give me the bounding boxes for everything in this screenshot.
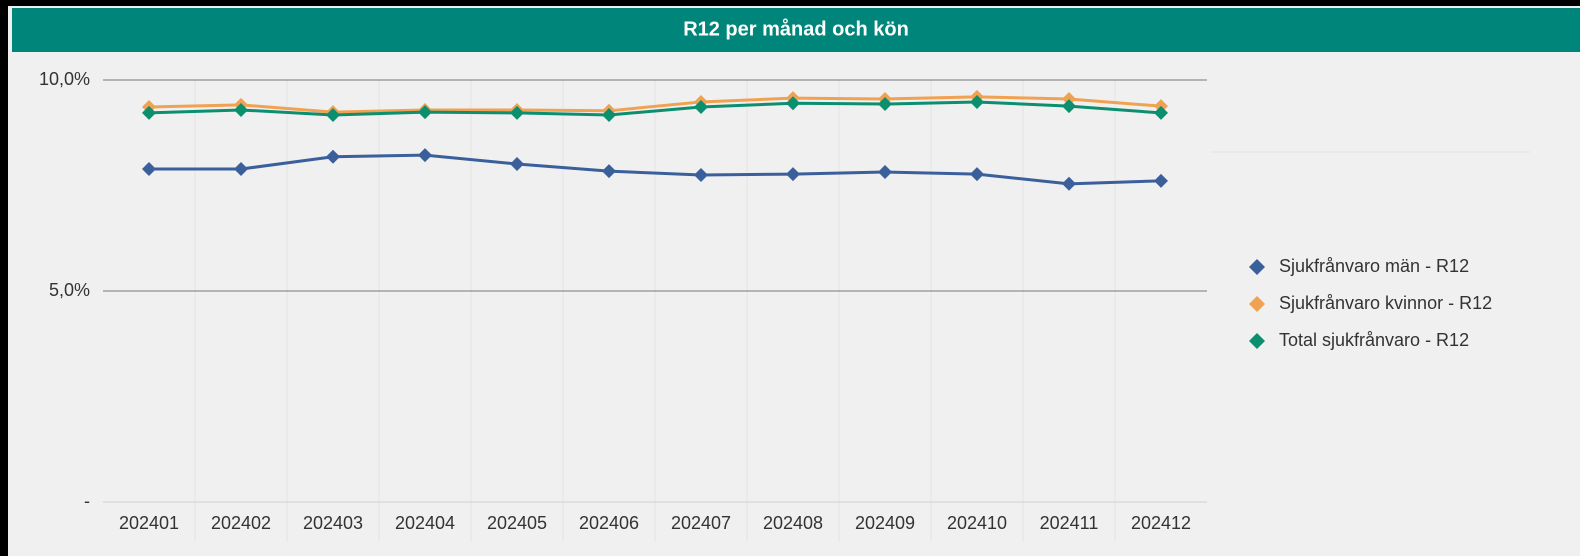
legend-marker <box>1249 296 1265 312</box>
x-tick-label: 202402 <box>211 513 271 533</box>
marker <box>786 167 800 182</box>
legend-marker <box>1249 259 1265 275</box>
x-tick-label: 202409 <box>855 513 915 533</box>
series-line <box>148 95 1162 114</box>
marker <box>694 100 708 115</box>
marker <box>326 149 340 164</box>
x-tick-label: 202406 <box>579 513 639 533</box>
y-tick-label: - <box>84 491 90 511</box>
x-tick-label: 202412 <box>1131 513 1191 533</box>
y-tick-label: 10,0% <box>39 69 90 89</box>
marker <box>234 162 248 177</box>
x-tick-label: 202411 <box>1040 513 1099 533</box>
marker <box>142 162 156 177</box>
x-tick-label: 202404 <box>395 513 455 533</box>
marker <box>970 94 984 109</box>
panel <box>8 6 1580 556</box>
y-tick-label: 5,0% <box>49 280 90 300</box>
x-tick-label: 202403 <box>303 513 363 533</box>
series-line <box>148 100 1162 117</box>
marker <box>142 105 156 120</box>
marker <box>510 156 524 171</box>
legend-label: Sjukfrånvaro män - R12 <box>1279 256 1469 276</box>
header-bar <box>12 8 1580 52</box>
x-tick-label: 202408 <box>763 513 823 533</box>
legend-label: Total sjukfrånvaro - R12 <box>1279 330 1469 350</box>
marker <box>1062 99 1076 114</box>
marker <box>510 105 524 120</box>
marker <box>602 108 616 123</box>
x-tick-label: 202407 <box>671 513 731 533</box>
marker <box>326 108 340 123</box>
marker <box>602 164 616 179</box>
marker <box>878 97 892 112</box>
marker <box>786 96 800 111</box>
marker <box>878 164 892 179</box>
x-tick-label: 202405 <box>487 513 547 533</box>
marker <box>694 167 708 182</box>
marker <box>234 102 248 117</box>
chart-title: R12 per månad och kön <box>683 17 909 40</box>
marker <box>418 105 432 120</box>
x-tick-label: 202401 <box>119 513 179 533</box>
legend-label: Sjukfrånvaro kvinnor - R12 <box>1279 293 1492 313</box>
marker <box>1154 173 1168 188</box>
marker <box>1062 91 1076 106</box>
legend-marker <box>1249 333 1265 349</box>
x-tick-label: 202410 <box>947 513 1007 533</box>
marker <box>1062 176 1076 191</box>
marker <box>1154 105 1168 120</box>
series-line <box>149 153 1162 186</box>
marker <box>418 148 432 163</box>
marker <box>970 167 984 182</box>
